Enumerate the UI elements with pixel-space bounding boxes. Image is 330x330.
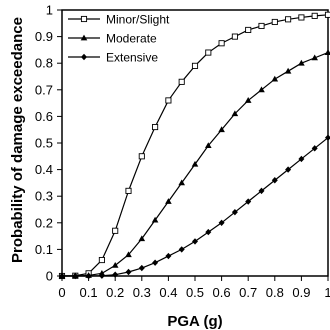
y-tick-label: 0.8: [35, 56, 53, 71]
series-layer: [58, 11, 330, 280]
legend-label-extensive: Extensive: [106, 51, 158, 65]
x-tick-label: 0.3: [133, 285, 151, 300]
data-point-minor-slight: [324, 11, 330, 18]
series-extensive: [59, 134, 330, 280]
legend-label-moderate: Moderate: [106, 32, 157, 46]
x-tick-label: 1: [324, 285, 330, 300]
data-point-extensive: [152, 259, 159, 266]
data-point-minor-slight: [112, 227, 119, 234]
series-line-minor-slight: [61, 14, 329, 277]
data-point-minor-slight: [298, 14, 305, 21]
data-point-minor-slight: [218, 40, 225, 47]
data-point-moderate: [138, 235, 146, 242]
x-tick-label: 0.7: [239, 285, 257, 300]
data-point-minor-slight: [191, 62, 199, 69]
y-tick-label: 0.5: [35, 136, 53, 151]
data-point-moderate: [178, 179, 185, 186]
y-tick-label: 1: [46, 3, 53, 18]
data-point-minor-slight: [138, 153, 145, 160]
data-point-minor-slight: [258, 22, 265, 30]
series-moderate: [58, 49, 330, 279]
data-point-extensive: [258, 187, 265, 195]
data-point-extensive: [192, 238, 198, 245]
data-point-moderate: [218, 126, 225, 133]
data-point-extensive: [325, 134, 330, 141]
data-point-moderate: [165, 198, 172, 204]
legend-marker-extensive: [81, 53, 87, 61]
data-point-moderate: [258, 86, 265, 93]
y-tick-label: 0.1: [35, 242, 53, 257]
data-point-extensive: [85, 272, 92, 280]
x-tick-label: 0.2: [106, 285, 124, 300]
data-point-extensive: [271, 177, 278, 184]
data-point-moderate: [284, 67, 292, 74]
data-point-extensive: [59, 272, 65, 280]
legend-entry-minor-slight: Minor/Slight: [68, 13, 170, 27]
data-point-minor-slight: [98, 256, 105, 264]
data-point-extensive: [138, 264, 145, 272]
y-tick-label: 0.6: [35, 109, 53, 124]
data-point-moderate: [311, 54, 318, 61]
data-point-extensive: [311, 145, 318, 152]
data-point-minor-slight: [285, 16, 292, 23]
legend-entry-moderate: Moderate: [68, 32, 157, 46]
legend-marker-minor-slight: [80, 15, 88, 23]
y-tick-label: 0: [46, 269, 53, 284]
data-point-moderate: [231, 110, 239, 117]
data-point-extensive: [112, 271, 119, 278]
data-point-moderate: [125, 251, 132, 258]
data-point-moderate: [111, 261, 119, 268]
data-point-extensive: [245, 198, 252, 205]
data-point-moderate: [151, 216, 159, 223]
data-point-extensive: [205, 228, 212, 236]
y-tick-label: 0.7: [35, 82, 53, 97]
x-tick-label: 0.1: [80, 285, 98, 300]
data-point-extensive: [72, 272, 79, 280]
legend-marker-moderate: [80, 34, 88, 41]
data-point-minor-slight: [311, 12, 318, 19]
data-point-minor-slight: [231, 33, 238, 40]
data-point-extensive: [178, 246, 185, 253]
legend-label-minor-slight: Minor/Slight: [106, 13, 170, 27]
data-point-minor-slight: [205, 49, 212, 56]
x-tick-label: 0.5: [186, 285, 204, 300]
data-point-extensive: [231, 208, 238, 216]
y-axis-title: Probability of damage exceedance: [9, 17, 26, 263]
y-tick-label: 0.4: [35, 162, 53, 177]
data-point-moderate: [244, 97, 252, 103]
data-point-minor-slight: [178, 78, 185, 85]
x-axis-title: PGA (g): [167, 313, 222, 330]
data-point-minor-slight: [152, 123, 159, 131]
series-line-extensive: [62, 137, 329, 277]
data-point-minor-slight: [165, 97, 172, 104]
data-point-extensive: [165, 252, 172, 260]
x-tick-label: 0.4: [159, 285, 177, 300]
y-tick-label: 0.3: [35, 189, 53, 204]
data-point-extensive: [125, 268, 132, 276]
legend-entry-extensive: Extensive: [68, 51, 158, 65]
y-tick-label: 0.9: [35, 29, 53, 44]
data-point-extensive: [98, 272, 105, 279]
data-point-moderate: [205, 142, 212, 149]
legend: Minor/Slight Moderate Extensive: [68, 13, 170, 65]
data-point-extensive: [218, 219, 225, 226]
data-point-moderate: [298, 59, 305, 66]
y-tick-label: 0.2: [35, 215, 53, 230]
data-point-extensive: [298, 155, 305, 163]
plot-axes: 0 0.1 0.2 0.3 0.4 0.5 0.6 0.7 0.8 0.9 1 0 0.1 0.2 0.3 0…: [35, 3, 330, 301]
plot-frame: [61, 9, 329, 277]
data-point-minor-slight: [245, 26, 252, 34]
x-tick-label: 0.9: [292, 285, 310, 300]
x-tick-label: 0.8: [266, 285, 284, 300]
data-point-moderate: [271, 75, 279, 82]
x-tick-label: 0: [58, 285, 65, 300]
data-point-moderate: [191, 160, 199, 167]
data-point-extensive: [285, 166, 292, 173]
data-point-minor-slight: [125, 187, 132, 194]
x-tick-label: 0.6: [213, 285, 231, 300]
data-point-minor-slight: [271, 18, 278, 26]
data-point-moderate: [324, 49, 330, 55]
